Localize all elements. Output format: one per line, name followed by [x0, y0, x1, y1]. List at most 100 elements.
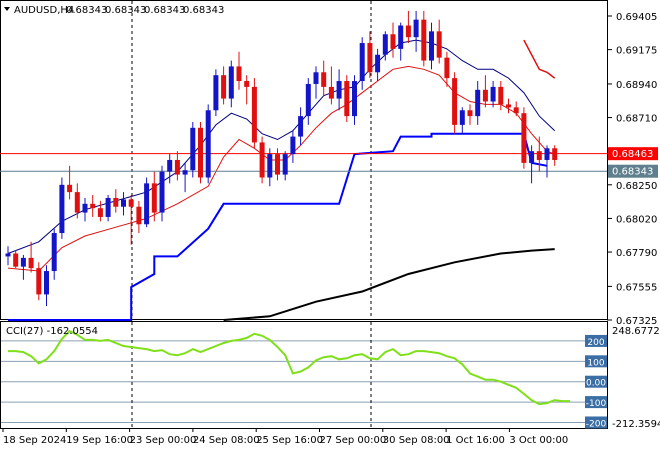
candle	[367, 31, 373, 79]
candle-body	[159, 171, 165, 213]
candle-body	[113, 197, 119, 207]
candle-body	[5, 253, 11, 257]
candle	[290, 130, 296, 163]
candle-body	[305, 83, 311, 117]
candle	[28, 241, 34, 273]
candle	[174, 151, 180, 181]
candle	[151, 171, 157, 222]
candle-body	[359, 43, 365, 82]
candle	[205, 104, 211, 184]
candle-body	[344, 81, 350, 117]
candle	[144, 177, 150, 228]
candle	[105, 195, 111, 222]
candle-body	[151, 183, 157, 213]
candle	[452, 72, 458, 134]
candle-body	[544, 148, 550, 160]
candle-body	[67, 184, 73, 193]
candle	[51, 228, 57, 280]
candle	[44, 265, 49, 307]
cci-axis[interactable]: 248.6772 -212.3594	[612, 326, 660, 430]
candle-body	[182, 170, 188, 175]
candle	[475, 81, 481, 125]
symbol-label: AUDUSD,H4	[14, 5, 74, 16]
candle-body	[336, 81, 342, 99]
candle	[244, 75, 250, 105]
candle	[182, 162, 188, 193]
candle-body	[521, 113, 527, 163]
time-axis-label: 23 Sep 00:00	[130, 435, 197, 446]
cci-bottom-value: -212.3594	[612, 419, 660, 430]
candle	[490, 81, 496, 108]
candle-body	[97, 208, 103, 217]
candle-body	[352, 81, 357, 117]
candle-body	[236, 66, 242, 82]
candle-body	[444, 57, 450, 79]
price-tag-dark: 0.68343	[608, 164, 658, 178]
candle	[90, 195, 96, 217]
candle-body	[382, 34, 388, 55]
candle	[506, 98, 511, 114]
candle	[221, 66, 227, 105]
candle-body	[482, 89, 488, 102]
price-tag-red: 0.68463	[608, 147, 658, 161]
candle	[159, 165, 165, 222]
candle-body	[529, 151, 535, 163]
candle-body	[436, 31, 442, 58]
svg-text:0.68343: 0.68343	[612, 167, 653, 178]
candle-body	[421, 19, 427, 61]
candle-body	[267, 154, 273, 178]
candle	[13, 250, 19, 269]
svg-text:0.68463: 0.68463	[612, 149, 653, 160]
candle	[352, 75, 357, 125]
candle-body	[390, 34, 396, 49]
candle-body	[213, 75, 219, 111]
price-axis-label: 0.69175	[616, 46, 657, 57]
candle	[251, 78, 257, 149]
candle-body	[251, 86, 257, 143]
candle-body	[51, 233, 57, 272]
stop-upper-line	[523, 39, 556, 79]
candle-body	[452, 78, 458, 125]
stop-level-line	[8, 132, 548, 321]
candle	[313, 66, 319, 99]
candle	[213, 69, 219, 117]
candle	[298, 107, 304, 146]
candle-body	[20, 257, 26, 267]
candle-body	[174, 159, 180, 175]
candle	[390, 22, 396, 58]
candle	[236, 51, 242, 90]
candle	[444, 51, 450, 87]
cci-level-label: -200	[586, 419, 607, 429]
candle-body	[244, 81, 250, 87]
candle	[328, 66, 334, 105]
candle-body	[121, 199, 126, 207]
cci-level-lines: 200 100 0.00 -100 -200	[1, 334, 607, 429]
cci-pane: 200 100 0.00 -100 -200 CCI(27) -162.0554	[0, 321, 608, 429]
candle-body	[290, 136, 296, 155]
candle-body	[198, 127, 203, 178]
cci-level-label: -100	[586, 399, 607, 409]
price-axis-label: 0.68940	[616, 80, 657, 91]
candle	[544, 145, 550, 178]
candle	[128, 195, 134, 245]
candlestick-series	[5, 10, 558, 307]
candle	[436, 19, 442, 64]
candle	[513, 101, 519, 117]
time-axis-label: 24 Sep 08:00	[193, 435, 260, 446]
candle	[190, 121, 196, 178]
price-axis-label: 0.68020	[616, 214, 657, 225]
candle-body	[228, 66, 234, 99]
candle	[275, 148, 280, 181]
candle-body	[367, 43, 373, 73]
cci-label: CCI(27) -162.0554	[6, 326, 98, 337]
candle	[498, 81, 504, 111]
time-axis-label: 18 Sep 2024	[3, 435, 66, 446]
price-axis-label: 0.68250	[616, 181, 657, 192]
time-axis-label: 1 Oct 16:00	[446, 435, 505, 446]
candle	[305, 78, 311, 125]
candle	[375, 48, 381, 82]
candle-body	[498, 86, 504, 105]
time-axis-label: 3 Oct 00:00	[509, 435, 568, 446]
